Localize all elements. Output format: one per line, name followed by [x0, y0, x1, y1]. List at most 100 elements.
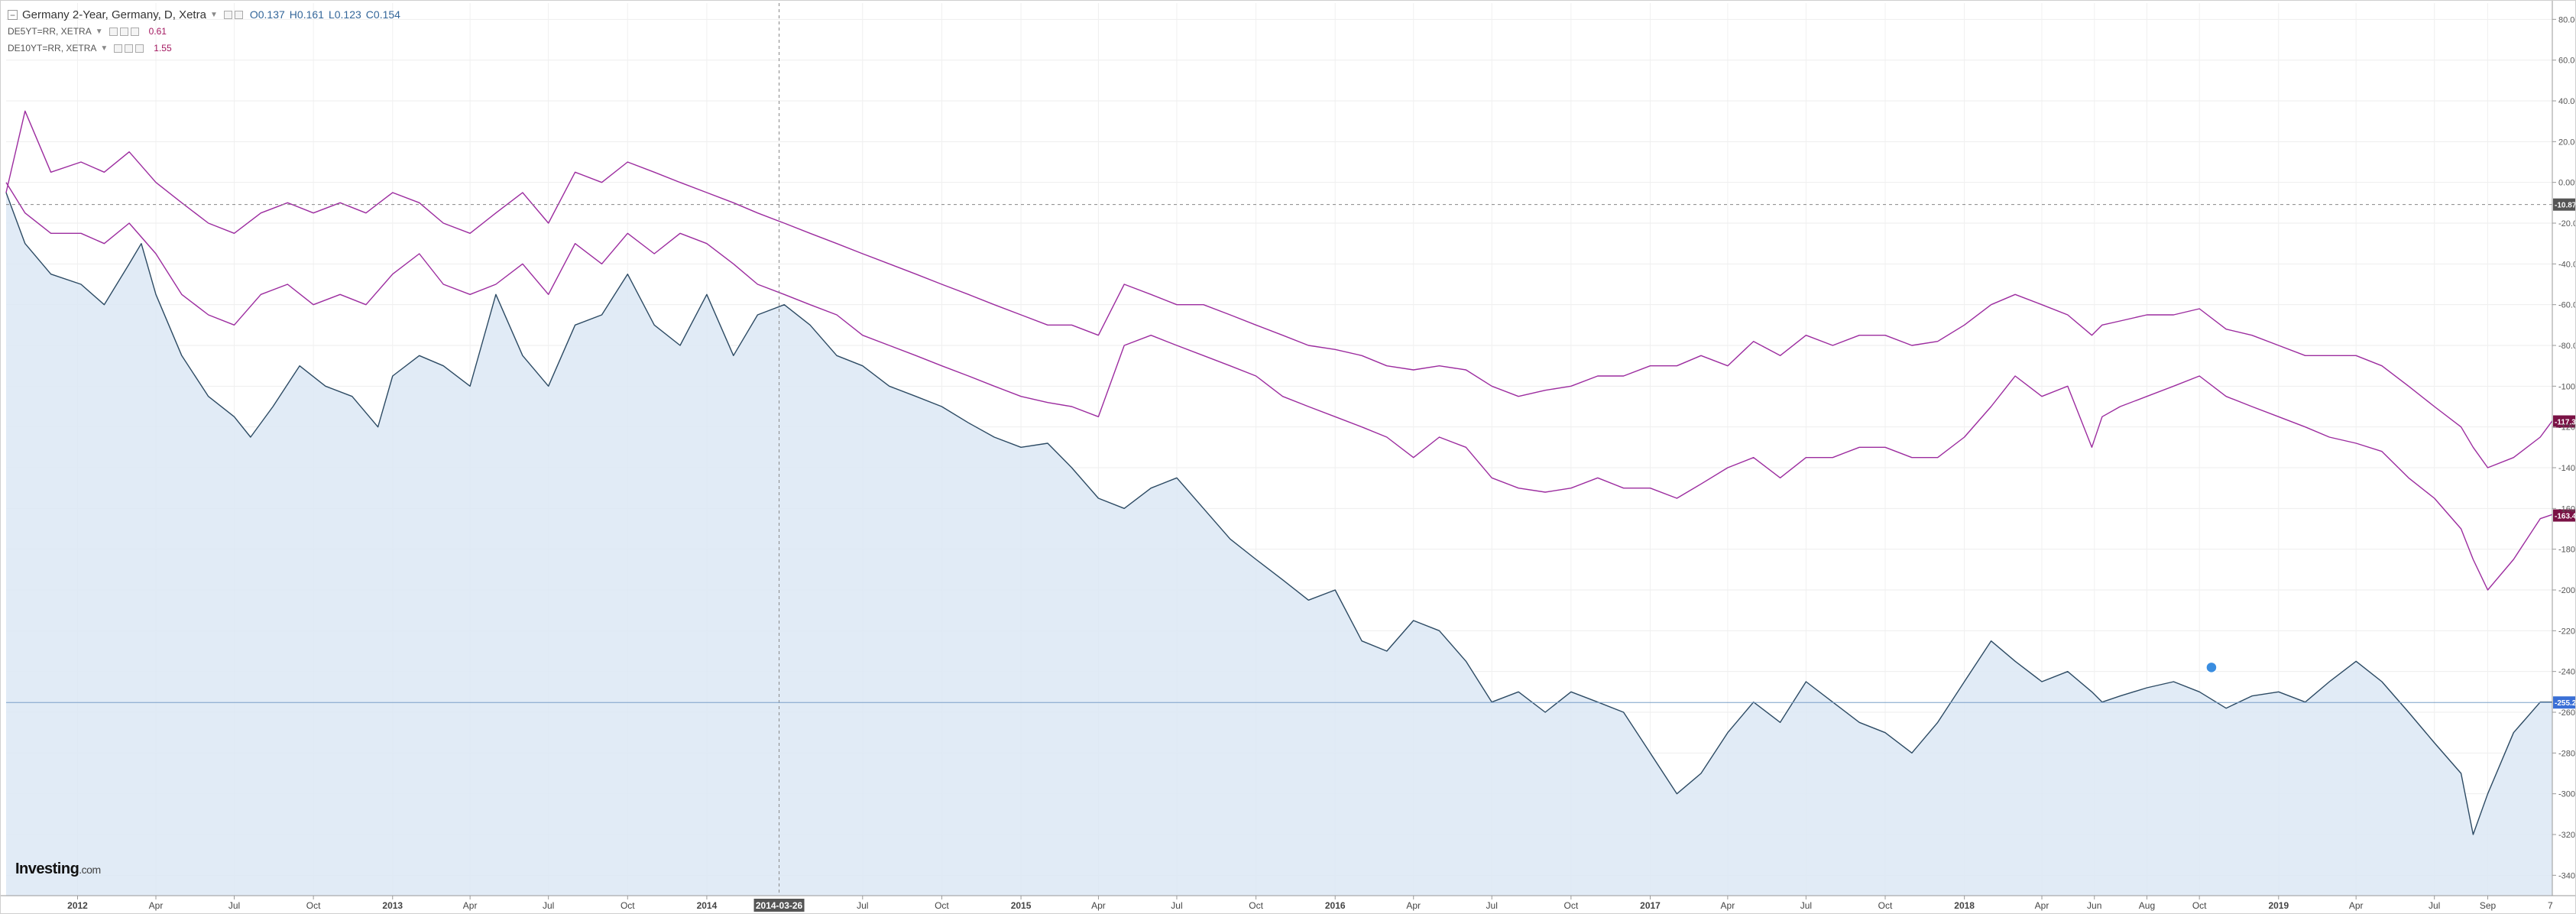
y-tick-label: -220.00% [2558, 627, 2576, 636]
x-tick-label: Oct [621, 900, 635, 911]
x-tick-label: Sep [2480, 900, 2497, 911]
y-tick-label: -120.00% [2558, 423, 2576, 433]
x-tick-label: Oct [2192, 900, 2207, 911]
x-tick-label-end: 7 [2548, 900, 2553, 911]
last-value-badge-de10y-bg [2553, 415, 2575, 428]
close-icon[interactable] [130, 27, 139, 36]
x-tick-label: 2017 [1640, 900, 1661, 911]
settings-icon[interactable] [119, 27, 128, 36]
eye-icon[interactable] [114, 44, 123, 53]
y-tick-label: 60.00% [2558, 57, 2576, 66]
legend-main-row: − Germany 2-Year, Germany, D, Xetra ▼ O0… [8, 6, 400, 23]
y-tick-label: 20.00% [2558, 138, 2576, 147]
x-tick-label: 2019 [2268, 900, 2289, 911]
collapse-legend-button[interactable]: − [8, 9, 18, 20]
y-tick-label: -140.00% [2558, 464, 2576, 473]
crosshair-value-badge: -10.876 [2555, 202, 2576, 210]
x-tick-label: Apr [149, 900, 164, 911]
y-tick-label: -100.00% [2558, 382, 2576, 391]
y-tick-label: -320.00% [2558, 831, 2576, 840]
x-tick-label: Oct [1249, 900, 1263, 911]
chevron-down-icon[interactable]: ▼ [209, 10, 218, 19]
last-value-badge-de5y-bg [2553, 509, 2575, 522]
series-line-de10y [5, 110, 2553, 468]
y-tick-label: 0.00% [2558, 179, 2576, 188]
x-tick-label: 2013 [382, 900, 403, 911]
x-tick-label: Jun [2087, 900, 2101, 911]
y-tick-label: -240.00% [2558, 668, 2576, 677]
main-series-area [6, 193, 2552, 896]
x-tick-label: Oct [935, 900, 949, 911]
chart-legend: − Germany 2-Year, Germany, D, Xetra ▼ O0… [8, 6, 400, 57]
crosshair-date-label: 2014-03-26 [756, 900, 803, 911]
ohlc-open: O0.137 [249, 8, 285, 21]
y-tick-label: -300.00% [2558, 790, 2576, 799]
series-line-de5y [5, 182, 2553, 591]
y-tick-label: -280.00% [2558, 749, 2576, 758]
x-tick-label: Jul [543, 900, 554, 911]
compare-symbol-de10y[interactable]: DE10YT=RR, XETRA [8, 43, 97, 53]
y-tick-label: -80.00% [2558, 342, 2576, 351]
x-tick-label: Apr [1721, 900, 1735, 911]
y-tick-label: -260.00% [2558, 708, 2576, 718]
crosshair-value-badge-bg [2553, 198, 2575, 211]
compare-symbol-de5y[interactable]: DE5YT=RR, XETRA [8, 26, 92, 37]
x-tick-label: 2014 [697, 900, 718, 911]
x-tick-label: Jul [2429, 900, 2440, 911]
x-tick-label: Apr [463, 900, 478, 911]
legend-compare-row-de10y: DE10YT=RR, XETRA ▼ 1.55 [8, 40, 400, 57]
x-tick-label: Oct [306, 900, 321, 911]
last-value-badge-main-bg [2553, 696, 2575, 709]
x-tick-label: Oct [1878, 900, 1893, 911]
close-icon[interactable] [135, 44, 144, 53]
ohlc-close: C0.154 [365, 8, 400, 21]
x-tick-label: Apr [1406, 900, 1421, 911]
compare-value-de10y: 1.55 [154, 43, 172, 53]
y-tick-label: -40.00% [2558, 260, 2576, 269]
x-tick-label: Jul [1800, 900, 1812, 911]
y-tick-label: -200.00% [2558, 586, 2576, 595]
y-tick-label: 40.00% [2558, 97, 2576, 106]
ohlc-high: H0.161 [289, 8, 324, 21]
eye-icon[interactable] [109, 27, 118, 36]
event-marker-icon [2205, 661, 2218, 674]
y-tick-label: -20.00% [2558, 219, 2576, 228]
y-tick-label: -340.00% [2558, 871, 2576, 880]
chevron-down-icon[interactable]: ▼ [95, 27, 103, 36]
settings-icon[interactable] [223, 10, 232, 19]
investing-logo: Investing.com [15, 861, 101, 877]
chart-overlays: -10.876 -117.32% -163.45% -255.21% 2014-03-2… [6, 3, 2576, 912]
legend-compare-row-de5y: DE5YT=RR, XETRA ▼ 0.61 [8, 23, 400, 40]
x-tick-label: Aug [2139, 900, 2155, 911]
x-tick-label: Apr [1091, 900, 1106, 911]
series-line-main [5, 192, 2552, 835]
ohlc-low: L0.123 [328, 8, 361, 21]
y-tick-label: -160.00% [2558, 504, 2576, 514]
y-tick-label: -60.00% [2558, 301, 2576, 310]
x-tick-label: Oct [1564, 900, 1579, 911]
chart-series [5, 110, 2553, 896]
last-value-badge-main: -255.21% [2555, 699, 2576, 708]
x-tick-label: 2018 [1954, 900, 1975, 911]
x-tick-label: Apr [2035, 900, 2049, 911]
x-tick-label: 2012 [67, 900, 88, 911]
close-icon[interactable] [234, 10, 243, 19]
y-tick-label: -180.00% [2558, 546, 2576, 555]
main-symbol-title[interactable]: Germany 2-Year, Germany, D, Xetra [22, 8, 206, 21]
x-tick-label: 2016 [1325, 900, 1346, 911]
compare-value-de5y: 0.61 [148, 26, 167, 37]
last-value-badge-de10y: -117.32% [2555, 419, 2576, 427]
x-tick-label: Apr [2349, 900, 2364, 911]
x-tick-label: Jul [857, 900, 868, 911]
chevron-down-icon[interactable]: ▼ [100, 44, 109, 53]
x-tick-label: Jul [1486, 900, 1498, 911]
y-tick-label: 80.00% [2558, 15, 2576, 24]
last-value-badge-de5y: -163.45% [2555, 513, 2576, 521]
x-tick-label: Jul [228, 900, 240, 911]
x-tick-label: 2015 [1011, 900, 1032, 911]
settings-icon[interactable] [125, 44, 134, 53]
x-tick-label: Jul [1171, 900, 1182, 911]
crosshair-date-badge-bg [753, 899, 805, 912]
